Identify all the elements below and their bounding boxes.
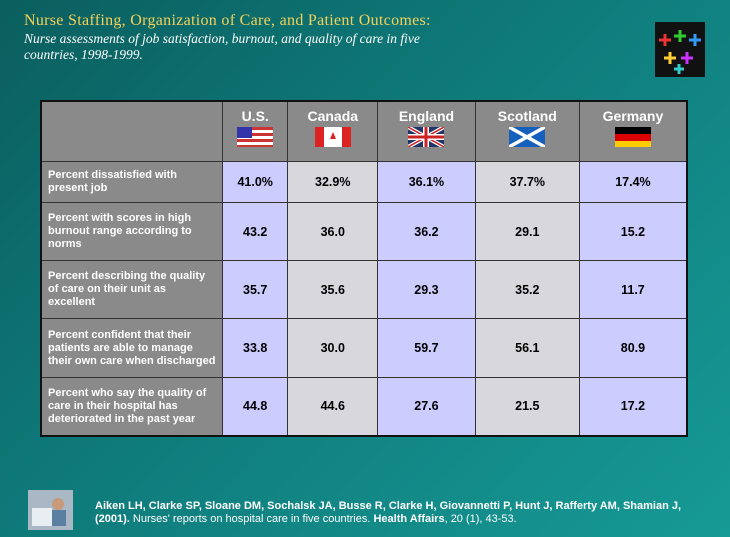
table-cell: 37.7%	[474, 161, 580, 203]
citation: Aiken LH, Clarke SP, Sloane DM, Sochalsk…	[95, 500, 695, 526]
data-table: U.S. Canada England Scotland Germany Percent…	[40, 100, 688, 437]
column-label: England	[398, 108, 455, 124]
column-header: England	[377, 100, 476, 162]
column-header: Germany	[578, 100, 688, 162]
column-header: U.S.	[221, 100, 289, 162]
table-row: Percent dissatisfied with present job 41.…	[40, 161, 688, 203]
table-cell: 43.2	[221, 201, 289, 262]
flag	[314, 127, 351, 147]
subtitle: Nurse assessments of job satisfaction, b…	[24, 31, 420, 62]
citation-part: , 20 (1), 43-53.	[444, 513, 517, 525]
table-cell: 35.2	[474, 260, 580, 320]
column-header: Canada	[287, 100, 379, 162]
row-label: Percent who say the quality of care in t…	[40, 376, 223, 437]
row-label: Percent confident that their patients ar…	[40, 318, 223, 378]
row-label: Percent dissatisfied with present job	[40, 161, 223, 203]
column-label: U.S.	[241, 108, 269, 124]
table-row: Percent confident that their patients ar…	[40, 318, 688, 378]
table-cell: 41.0%	[221, 161, 289, 203]
row-label: Percent describing the quality of care o…	[40, 260, 223, 320]
table-cell: 15.2	[578, 201, 688, 262]
logo	[655, 22, 705, 77]
column-label: Germany	[602, 108, 664, 124]
table-cell: 17.2	[578, 376, 688, 437]
table-cell: 32.9%	[287, 161, 379, 203]
table-cell: 36.2	[377, 201, 476, 262]
table-cell: 59.7	[377, 318, 476, 378]
row-label: Percent with scores in high burnout rang…	[40, 201, 223, 262]
table-cell: 44.8	[221, 376, 289, 437]
corner-cell	[40, 100, 223, 162]
table-cell: 17.4%	[578, 161, 688, 203]
table-row: Percent with scores in high burnout rang…	[40, 201, 688, 262]
table-cell: 80.9	[578, 318, 688, 378]
table-cell: 36.0	[287, 201, 379, 262]
table-cell: 44.6	[287, 376, 379, 437]
citation-part: Health Affairs	[373, 513, 445, 525]
flag	[509, 127, 546, 147]
table-cell: 36.1%	[377, 161, 476, 203]
column-header: Scotland	[474, 100, 580, 162]
flag	[614, 127, 651, 147]
table-cell: 33.8	[221, 318, 289, 378]
table-cell: 27.6	[377, 376, 476, 437]
table-row: Percent who say the quality of care in t…	[40, 376, 688, 437]
citation-part: Nurses' reports on hospital care in five…	[129, 513, 374, 525]
table-cell: 21.5	[474, 376, 580, 437]
table-row: Percent describing the quality of care o…	[40, 260, 688, 320]
column-label: Canada	[307, 108, 359, 124]
flag	[237, 127, 274, 147]
table-cell: 35.6	[287, 260, 379, 320]
photo-thumbnail	[28, 490, 73, 530]
table-cell: 11.7	[578, 260, 688, 320]
column-label: Scotland	[497, 108, 557, 124]
table-cell: 29.3	[377, 260, 476, 320]
title: Nurse Staffing, Organization of Care, an…	[24, 12, 431, 29]
table-cell: 29.1	[474, 201, 580, 262]
flag	[408, 127, 445, 147]
citation-part: Aiken LH, Clarke SP, Sloane DM, Sochalsk…	[95, 500, 682, 525]
table-cell: 56.1	[474, 318, 580, 378]
table-cell: 30.0	[287, 318, 379, 378]
table-cell: 35.7	[221, 260, 289, 320]
